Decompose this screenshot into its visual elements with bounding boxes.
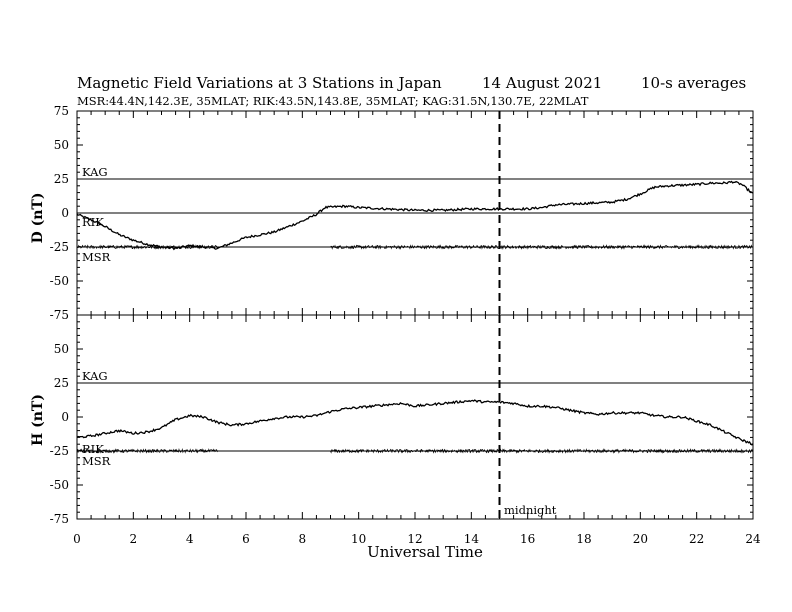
y-tick-label-h: -75 [50,512,69,526]
series-rik-d [76,180,754,251]
y-tick-label-d: 75 [54,104,69,118]
y-axis-label-d: D (nT) [30,193,46,244]
y-tick-label-h: 0 [61,410,69,424]
x-axis-label: Universal Time [367,543,483,561]
y-tick-label-d: 50 [54,138,69,152]
y-tick-label-h: -50 [50,478,69,492]
x-tick-label: 22 [689,532,704,546]
x-tick-label: 8 [299,532,307,546]
y-tick-label-h: 25 [54,376,69,390]
y-tick-label-d: -25 [50,240,69,254]
x-tick-label: 20 [633,532,648,546]
station-label-rik-h: RIK [82,442,104,456]
x-tick-label: 2 [130,532,138,546]
y-tick-label-h: -25 [50,444,69,458]
chart-subtitle: MSR:44.4N,142.3E, 35MLAT; RIK:43.5N,143.… [77,94,589,108]
midnight-label: midnight [504,503,557,517]
station-label-kag-d: KAG [82,165,108,179]
chart-date: 14 August 2021 [482,74,602,92]
y-axis-label-h: H (nT) [30,394,46,446]
chart-title: Magnetic Field Variations at 3 Stations … [77,74,442,92]
x-tick-label: 24 [745,532,761,546]
y-tick-label-d: -50 [50,274,69,288]
x-tick-label: 12 [407,532,422,546]
station-label-kag-h: KAG [82,369,108,383]
x-tick-label: 0 [73,532,81,546]
y-tick-label-h: 50 [54,342,69,356]
station-label-msr-h: MSR [82,454,111,468]
x-tick-label: 6 [242,532,250,546]
chart-averaging: 10-s averages [641,74,746,92]
x-tick-label: 10 [351,532,366,546]
x-tick-label: 18 [576,532,591,546]
series-msr-h [76,448,219,454]
series-msr-h [330,448,754,454]
y-tick-label-d: 0 [61,206,69,220]
series-msr-d [330,244,754,250]
x-tick-label: 4 [186,532,194,546]
y-tick-label-d: -75 [50,308,69,322]
series-rik-h [76,399,754,446]
plot-frame-h [76,314,754,520]
x-tick-label: 16 [520,532,535,546]
y-tick-label-d: 25 [54,172,69,186]
x-tick-label: 14 [464,532,480,546]
series-msr-d [76,244,219,250]
station-label-msr-d: MSR [82,250,111,264]
